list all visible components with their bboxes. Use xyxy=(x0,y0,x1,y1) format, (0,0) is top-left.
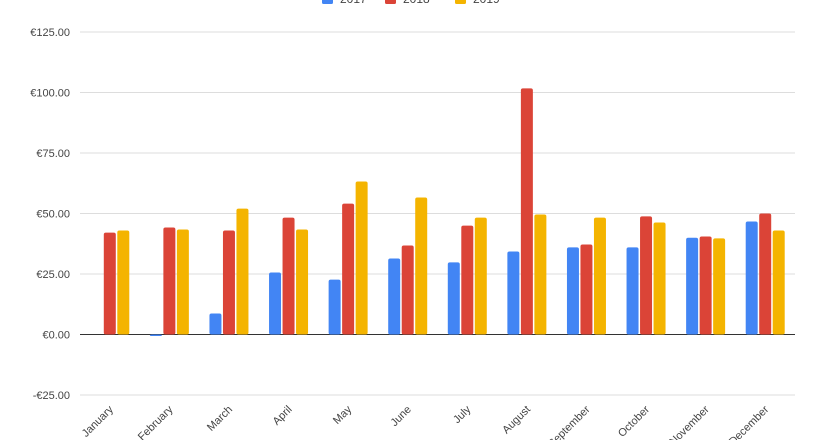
legend-label: 2018 xyxy=(403,0,430,6)
x-tick-label: March xyxy=(205,404,235,434)
bar-2019-july xyxy=(474,217,487,335)
x-tick-label: August xyxy=(500,404,533,437)
bar-2017-march xyxy=(209,313,222,335)
x-tick-label: June xyxy=(388,404,413,429)
x-tick-label: October xyxy=(616,403,652,439)
legend-item-2019: 2019 xyxy=(455,0,500,6)
x-tick-label: April xyxy=(271,404,295,428)
x-tick-label: November xyxy=(667,403,712,440)
legend-label: 2017 xyxy=(340,0,367,6)
bar-2017-august xyxy=(507,251,520,335)
y-tick-label: €75.00 xyxy=(36,148,70,160)
gridlines xyxy=(80,31,795,396)
x-axis-ticks: January February March April May June July Augu… xyxy=(80,403,772,440)
x-tick-label: September xyxy=(546,403,593,440)
x-tick-label: December xyxy=(727,403,772,440)
bar-2019-february xyxy=(176,229,189,335)
bar-2019-january xyxy=(117,230,130,335)
bar-2018-march xyxy=(222,230,235,335)
bar-2017-may xyxy=(328,279,341,335)
x-tick-label: May xyxy=(331,403,355,427)
bar-2017-february xyxy=(149,334,162,336)
legend-swatch xyxy=(385,0,396,4)
bar-2018-june xyxy=(401,245,414,335)
bar-2018-april xyxy=(282,217,295,335)
legend-item-2018: 2018 xyxy=(385,0,430,6)
bar-2018-july xyxy=(461,225,474,335)
bars xyxy=(103,88,785,336)
bar-2019-march xyxy=(236,208,249,335)
bar-2019-august xyxy=(534,214,547,335)
legend-swatch xyxy=(322,0,333,4)
legend-item-2017: 2017 xyxy=(322,0,367,6)
bar-2019-september xyxy=(593,217,606,335)
bar-2018-september xyxy=(580,244,593,335)
bar-2019-november xyxy=(713,238,726,335)
bar-2018-august xyxy=(520,88,533,335)
y-tick-label: €125.00 xyxy=(30,27,70,39)
bar-2019-may xyxy=(355,181,368,335)
bar-2019-december xyxy=(772,230,785,335)
bar-2019-october xyxy=(653,222,666,335)
bar-2019-june xyxy=(415,197,428,335)
bar-2018-october xyxy=(640,216,653,335)
y-tick-label: €25.00 xyxy=(36,269,70,281)
y-axis-ticks: -€25.00 €0.00 €25.00 €50.00 €75.00 €100.00 €12… xyxy=(30,27,70,402)
bar-2017-november xyxy=(686,237,699,335)
bar-2017-october xyxy=(626,247,639,335)
y-tick-label: -€25.00 xyxy=(33,390,70,402)
bar-2018-december xyxy=(759,213,772,335)
x-tick-label: February xyxy=(136,403,176,440)
y-tick-label: €100.00 xyxy=(30,88,70,100)
bar-2018-may xyxy=(342,203,355,335)
bar-2017-september xyxy=(566,247,579,335)
bar-2018-february xyxy=(163,227,176,335)
bar-2019-april xyxy=(296,229,309,335)
y-tick-label: €50.00 xyxy=(36,209,70,221)
bar-2017-april xyxy=(269,272,282,335)
y-tick-label: €0.00 xyxy=(42,330,70,342)
x-tick-label: January xyxy=(80,403,117,440)
x-tick-label: July xyxy=(451,403,474,426)
bar-2017-july xyxy=(447,262,460,335)
legend-label: 2019 xyxy=(473,0,500,6)
legend-swatch xyxy=(455,0,466,4)
bar-2017-june xyxy=(388,258,401,335)
bar-2018-january xyxy=(103,232,116,335)
bar-2018-november xyxy=(699,236,712,335)
bar-2017-december xyxy=(745,221,758,335)
legend: 2017 2018 2019 xyxy=(322,0,500,6)
